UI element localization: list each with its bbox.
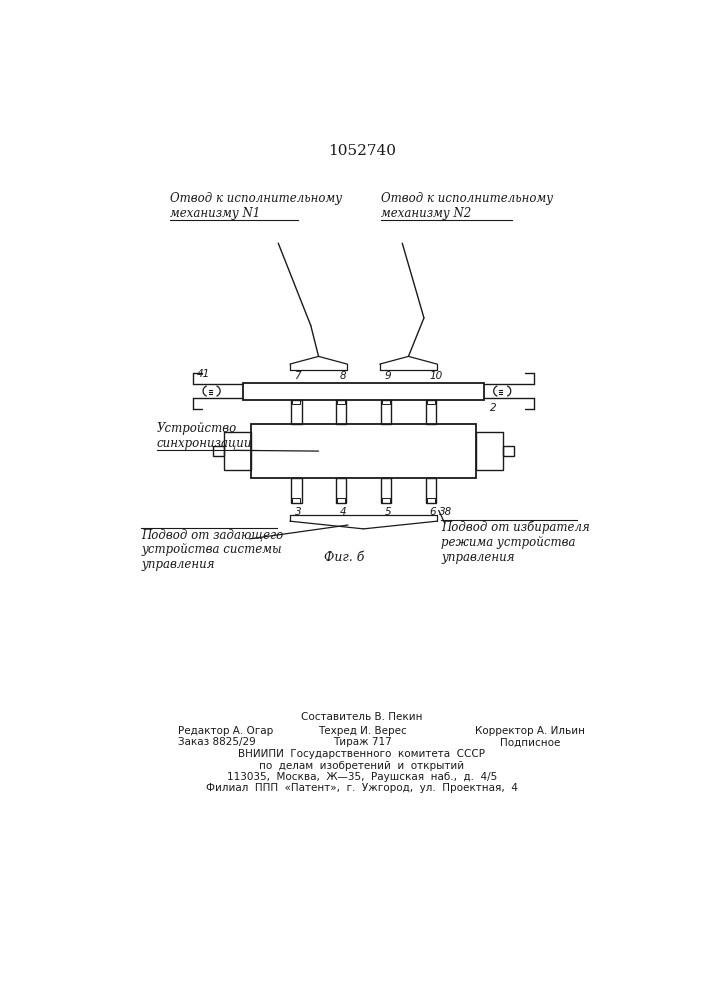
Text: 6: 6 (429, 507, 436, 517)
Bar (380, 400, 392, 424)
Bar (337, 400, 345, 404)
Bar (380, 478, 392, 503)
Bar (291, 400, 301, 424)
Text: 5: 5 (385, 507, 391, 517)
Text: 7: 7 (295, 371, 301, 381)
Text: Отвод к исполнительному
механизму N2: Отвод к исполнительному механизму N2 (381, 192, 554, 220)
Text: Фиг. б: Фиг. б (324, 551, 364, 564)
Text: 1052740: 1052740 (328, 144, 396, 158)
Text: 9: 9 (385, 371, 391, 381)
Bar (336, 400, 346, 424)
Text: Заказ 8825/29: Заказ 8825/29 (177, 737, 255, 747)
Text: Тираж 717: Тираж 717 (332, 737, 392, 747)
Bar (336, 478, 346, 503)
Text: Филиал  ППП  «Патент»,  г.  Ужгород,  ул.  Проектная,  4: Филиал ППП «Патент», г. Ужгород, ул. Про… (206, 783, 518, 793)
Text: 41: 41 (197, 369, 210, 379)
Text: 10: 10 (429, 371, 443, 381)
Text: Корректор А. Ильин: Корректор А. Ильин (475, 726, 585, 736)
Text: Техред И. Верес: Техред И. Верес (317, 726, 407, 736)
Text: Составитель В. Пекин: Составитель В. Пекин (301, 712, 423, 722)
Text: Редактор А. Огар: Редактор А. Огар (177, 726, 273, 736)
Bar (243, 383, 484, 400)
Bar (476, 432, 503, 470)
Bar (382, 400, 390, 404)
Bar (292, 498, 300, 503)
Bar (426, 478, 436, 503)
Bar (337, 498, 345, 503)
Bar (251, 424, 476, 478)
Bar (503, 446, 514, 456)
Text: по  делам  изобретений  и  открытий: по делам изобретений и открытий (259, 761, 464, 771)
Bar (426, 400, 436, 424)
Bar (382, 498, 390, 503)
Text: Подвод от задающего
устройства системы
управления: Подвод от задающего устройства системы у… (141, 528, 284, 571)
Text: Подписное: Подписное (500, 737, 561, 747)
Text: Подвод от избирателя
режима устройства
управления: Подвод от избирателя режима устройства у… (441, 520, 590, 564)
Bar (427, 400, 435, 404)
Bar (292, 400, 300, 404)
Text: Устройство
синхронизации: Устройство синхронизации (156, 422, 252, 450)
Text: 113035,  Москва,  Ж—35,  Раушская  наб.,  д.  4/5: 113035, Москва, Ж—35, Раушская наб., д. … (227, 772, 497, 782)
Text: 2: 2 (490, 403, 496, 413)
Bar (291, 478, 301, 503)
Text: 38: 38 (438, 507, 452, 517)
Bar (213, 446, 224, 456)
Text: 8: 8 (339, 371, 346, 381)
Text: 3: 3 (295, 507, 301, 517)
Text: Отвод к исполнительному
механизму N1: Отвод к исполнительному механизму N1 (170, 192, 342, 220)
Text: 4: 4 (339, 507, 346, 517)
Text: ВНИИПИ  Государственного  комитета  СССР: ВНИИПИ Государственного комитета СССР (238, 749, 486, 759)
Bar (224, 432, 251, 470)
Bar (427, 498, 435, 503)
